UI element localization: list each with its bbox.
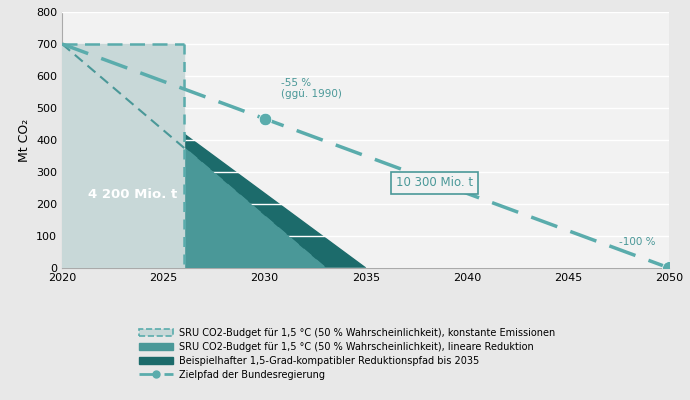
Polygon shape xyxy=(62,44,325,268)
Text: -100 %: -100 % xyxy=(619,237,656,247)
Polygon shape xyxy=(62,44,184,268)
Text: 10 300 Mio. t: 10 300 Mio. t xyxy=(396,176,473,189)
Text: -55 %
(ggü. 1990): -55 % (ggü. 1990) xyxy=(281,78,342,100)
Legend: SRU CO2-Budget für 1,5 °C (50 % Wahrscheinlichkeit), konstante Emissionen, SRU C: SRU CO2-Budget für 1,5 °C (50 % Wahrsche… xyxy=(135,324,559,384)
Polygon shape xyxy=(62,44,366,268)
Text: 4 200 Mio. t: 4 200 Mio. t xyxy=(88,188,177,200)
Y-axis label: Mt CO₂: Mt CO₂ xyxy=(17,118,30,162)
